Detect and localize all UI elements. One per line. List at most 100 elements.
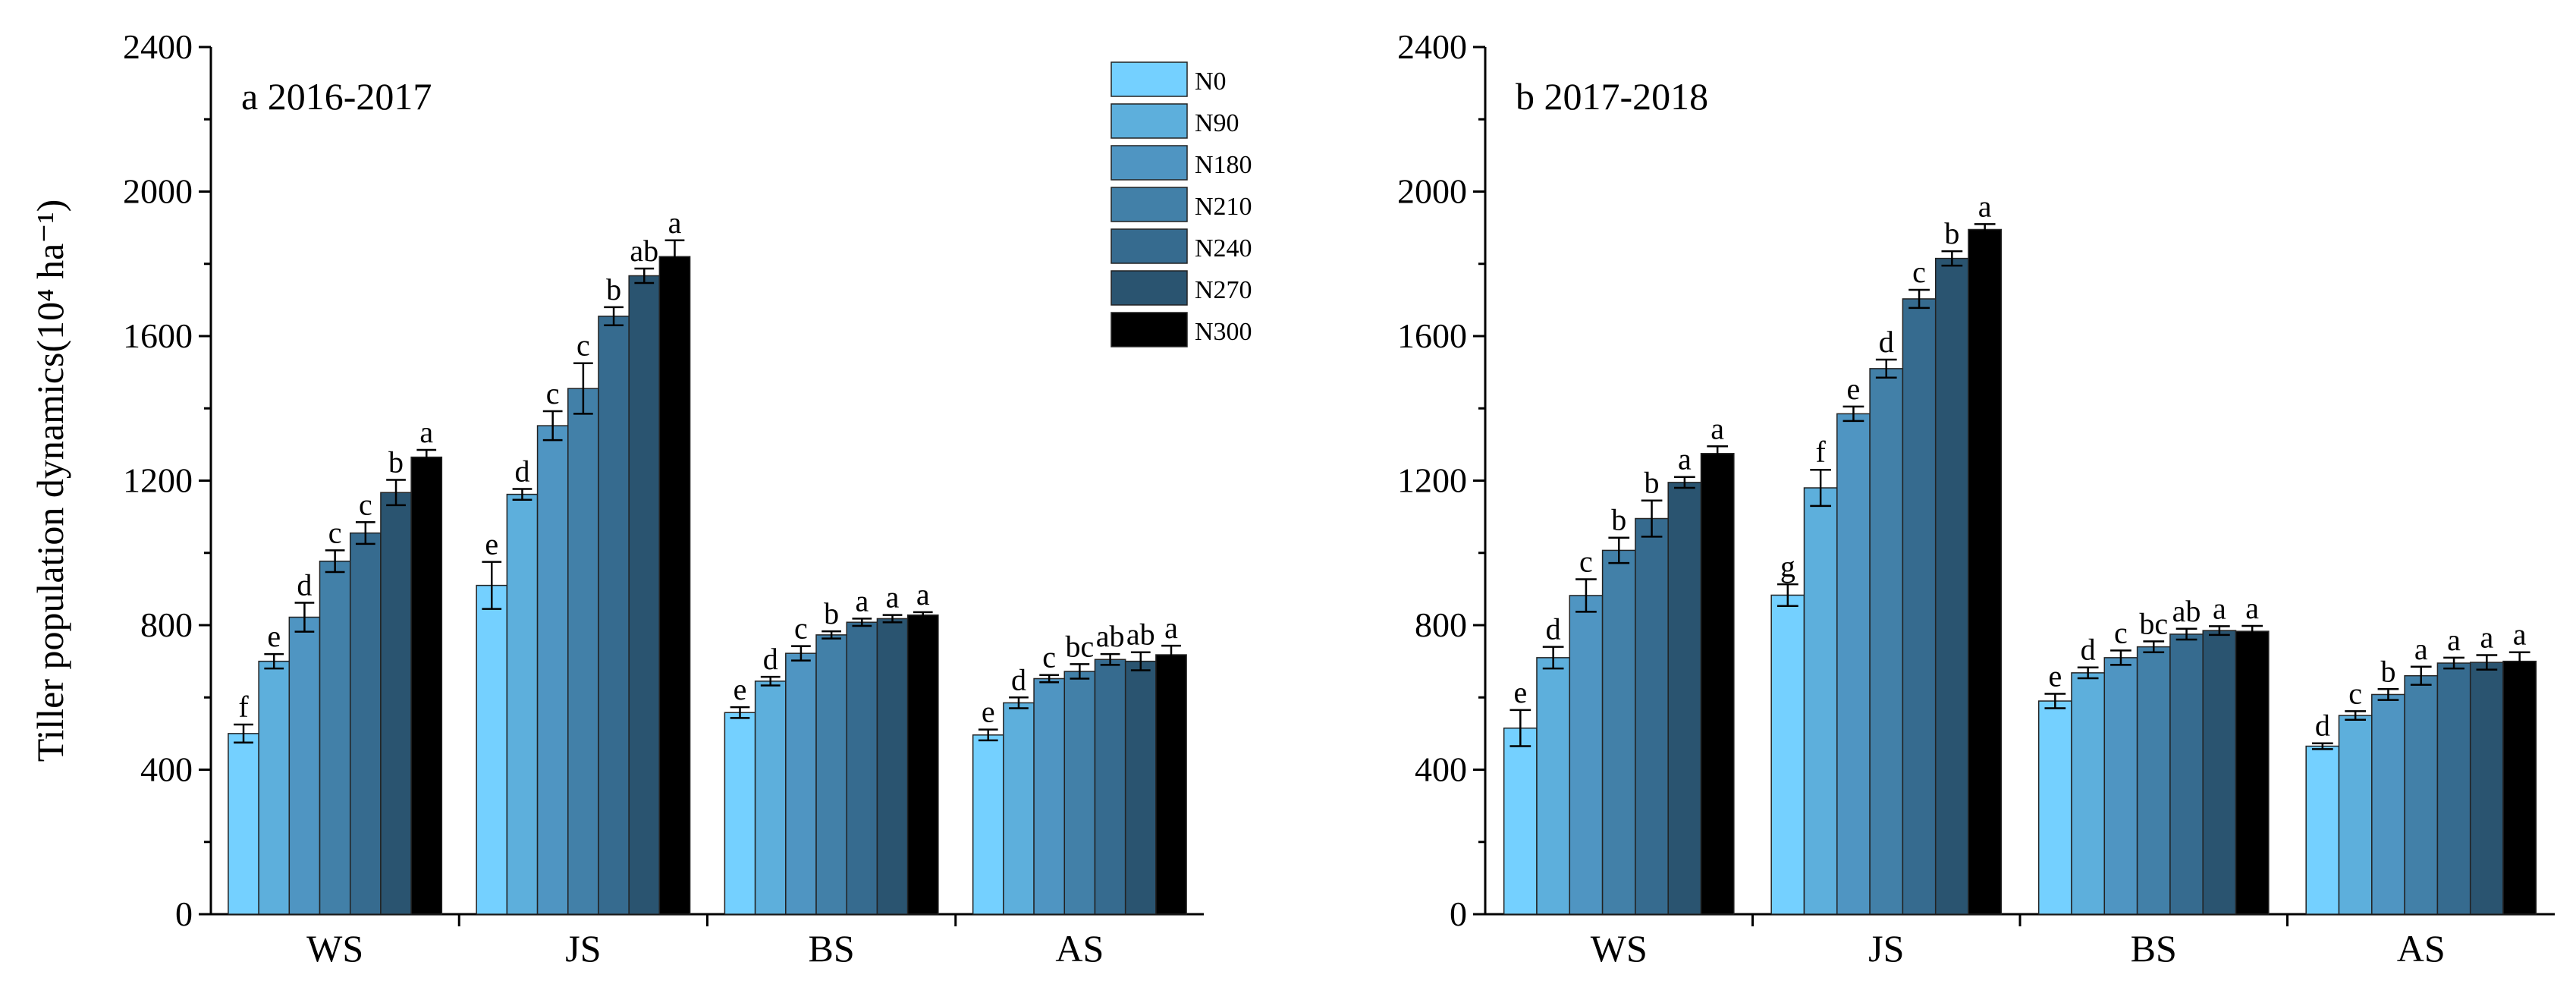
bar xyxy=(876,618,909,915)
y-axis-label: Tiller population dynamics(10⁴ ha⁻¹) xyxy=(29,200,71,762)
significance-label: a xyxy=(1711,411,1724,445)
legend-label: N90 xyxy=(1195,109,1239,137)
significance-label: e xyxy=(734,672,747,706)
bar xyxy=(258,660,291,915)
significance-label: a xyxy=(1678,442,1692,476)
significance-label: a xyxy=(2213,591,2226,625)
bar xyxy=(1094,659,1126,915)
significance-label: ab xyxy=(630,234,658,268)
category-label: WS xyxy=(1591,927,1648,970)
significance-label: a xyxy=(668,206,682,240)
category-label: BS xyxy=(809,927,855,970)
bar xyxy=(228,733,259,915)
significance-label: e xyxy=(1513,675,1527,709)
significance-label: b xyxy=(388,445,404,479)
significance-label: c xyxy=(1579,545,1593,579)
bar xyxy=(2169,633,2204,915)
bar xyxy=(1770,594,1805,915)
bar xyxy=(815,634,847,915)
significance-label: d xyxy=(1546,612,1561,646)
bar xyxy=(754,681,787,915)
bar xyxy=(567,388,599,915)
bar xyxy=(288,616,321,915)
category-label: AS xyxy=(1055,927,1104,970)
significance-label: a xyxy=(419,415,433,449)
significance-label: a xyxy=(2480,621,2493,655)
significance-label: d xyxy=(763,642,778,676)
significance-label: a xyxy=(916,577,930,611)
significance-label: c xyxy=(546,376,560,410)
bar xyxy=(658,256,691,915)
bar xyxy=(1836,413,1871,915)
bar xyxy=(2071,672,2106,915)
panel-title: a 2016-2017 xyxy=(241,75,432,118)
bar xyxy=(1536,657,1571,915)
significance-label: bc xyxy=(2139,606,2168,640)
bar xyxy=(1667,482,1702,915)
y-tick-label: 1600 xyxy=(1397,316,1467,355)
bar xyxy=(724,712,756,915)
bar xyxy=(1934,257,1969,915)
category-label: JS xyxy=(1868,927,1904,970)
legend: N0 N90 N180 N210 N240 N270 N300 xyxy=(1111,61,1252,347)
significance-label: b xyxy=(2380,654,2395,688)
legend-swatch xyxy=(1111,228,1188,264)
legend-swatch xyxy=(1111,145,1188,181)
significance-label: d xyxy=(1011,662,1026,696)
significance-label: a xyxy=(1164,611,1178,645)
significance-label: bc xyxy=(1065,629,1094,663)
significance-label: g xyxy=(1780,549,1795,583)
significance-label: e xyxy=(1847,372,1861,406)
bar xyxy=(2305,745,2340,915)
bar xyxy=(1063,671,1096,915)
legend-label: N0 xyxy=(1195,68,1227,96)
significance-label: d xyxy=(514,454,529,488)
bar xyxy=(1003,702,1035,915)
significance-label: ab xyxy=(1126,618,1155,652)
bar xyxy=(2436,662,2471,915)
bar xyxy=(1869,368,1904,915)
bar xyxy=(410,456,443,915)
significance-label: c xyxy=(576,329,590,363)
legend-swatch xyxy=(1111,61,1188,97)
bar xyxy=(349,532,382,915)
bar xyxy=(380,492,412,915)
bar xyxy=(846,621,878,915)
legend-label: N180 xyxy=(1195,151,1252,179)
significance-label: c xyxy=(1912,255,1926,289)
significance-label: c xyxy=(359,487,372,521)
y-tick-label: 0 xyxy=(175,894,193,933)
bar xyxy=(2235,630,2270,915)
significance-label: d xyxy=(297,567,312,602)
significance-label: c xyxy=(328,515,342,549)
significance-label: b xyxy=(1944,216,1959,250)
bar xyxy=(2371,693,2405,915)
bar xyxy=(1569,595,1604,915)
category-label: WS xyxy=(306,927,363,970)
y-tick-label: 2400 xyxy=(123,27,193,66)
y-tick-label: 1600 xyxy=(123,316,193,355)
legend-swatch xyxy=(1111,312,1188,347)
y-tick-label: 0 xyxy=(1450,894,1467,933)
bar xyxy=(1700,453,1735,915)
significance-label: c xyxy=(2114,615,2128,649)
bar xyxy=(2103,657,2138,915)
y-tick-label: 400 xyxy=(1415,750,1467,789)
bar xyxy=(1033,677,1066,915)
significance-label: d xyxy=(1879,325,1894,359)
significance-label: c xyxy=(794,611,808,646)
bar xyxy=(1635,517,1669,915)
bar xyxy=(536,425,569,915)
significance-label: e xyxy=(485,527,498,561)
panel-title: b 2017-2018 xyxy=(1516,75,1708,118)
y-tick-label: 2000 xyxy=(123,172,193,211)
significance-label: a xyxy=(2414,632,2428,666)
legend-swatch xyxy=(1111,187,1188,222)
significance-label: b xyxy=(1611,503,1626,537)
legend-label: N270 xyxy=(1195,276,1252,304)
category-label: BS xyxy=(2131,927,2177,970)
bar xyxy=(972,734,1004,915)
bar xyxy=(2502,660,2537,915)
bar xyxy=(2469,662,2504,915)
